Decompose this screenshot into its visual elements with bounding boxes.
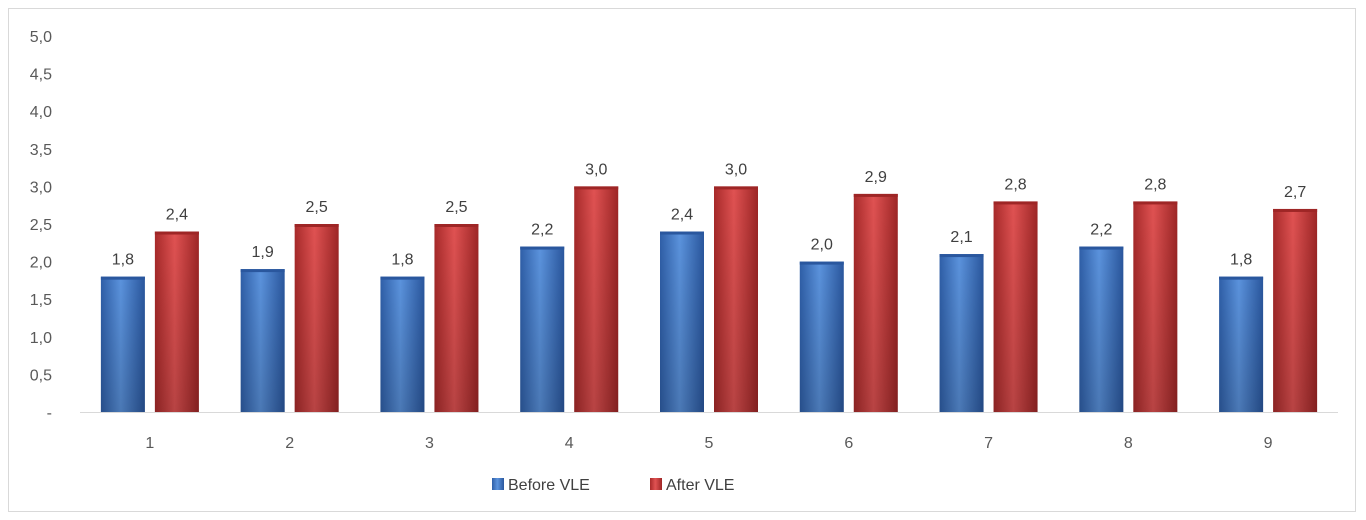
bar-shade (574, 186, 619, 412)
bar-shade (1133, 201, 1178, 412)
data-label: 1,8 (391, 252, 413, 269)
legend-label: After VLE (666, 477, 734, 494)
bar-shade (799, 261, 844, 412)
x-axis-labels: 1 2 3 4 5 6 7 8 9 (145, 435, 1272, 452)
data-label: 2,2 (1090, 222, 1112, 239)
y-tick-label: 5,0 (30, 29, 52, 46)
data-label: 2,8 (1004, 176, 1026, 193)
bar-top-edge (434, 224, 479, 227)
bar-top-edge (240, 269, 285, 273)
data-label: 2,1 (950, 229, 972, 246)
bar-top-edge (993, 201, 1038, 205)
bar-shade (993, 201, 1038, 412)
data-label: 2,5 (306, 199, 328, 216)
data-label: 2,4 (671, 207, 693, 224)
bar-top-edge (1273, 208, 1318, 212)
bar-shade (294, 224, 339, 412)
bar-shade (100, 276, 145, 412)
data-label: 2,2 (531, 222, 553, 239)
legend-swatch-before-vle (492, 478, 504, 490)
data-label: 2,4 (166, 207, 188, 224)
x-tick-label: 9 (1264, 435, 1273, 452)
data-label: 2,7 (1284, 184, 1306, 201)
bar-shade (1079, 246, 1124, 412)
y-tick-label: - (47, 405, 52, 422)
bar-shade (714, 186, 758, 412)
x-tick-label: 1 (145, 435, 154, 452)
legend: Before VLE After VLE (492, 477, 734, 494)
legend-label: Before VLE (508, 477, 590, 494)
data-label: 2,8 (1144, 176, 1166, 193)
bar-shade (1273, 208, 1318, 412)
y-tick-label: 1,0 (30, 330, 52, 347)
x-tick-label: 4 (565, 435, 574, 452)
y-tick-label: 2,0 (30, 255, 52, 272)
y-tick-label: 3,5 (30, 142, 52, 159)
bar-shade (154, 231, 199, 412)
x-tick-label: 3 (425, 435, 434, 452)
data-label: 2,9 (865, 169, 887, 186)
bar-top-edge (294, 224, 339, 227)
data-label: 2,0 (811, 237, 833, 254)
bar-shade (1219, 276, 1264, 412)
data-label: 1,9 (252, 244, 274, 261)
x-tick-label: 8 (1124, 435, 1133, 452)
data-label: 3,0 (725, 161, 747, 178)
x-tick-label: 5 (705, 435, 714, 452)
x-tick-label: 7 (984, 435, 993, 452)
bar-top-edge (799, 261, 844, 265)
y-tick-label: 3,0 (30, 179, 52, 196)
y-tick-label: 1,5 (30, 292, 52, 309)
y-axis-labels: - 0,5 1,0 1,5 2,0 2,5 3,0 3,5 4,0 4,5 5,0 (30, 29, 52, 422)
bar-top-edge (660, 231, 704, 235)
bar-shade (520, 246, 565, 412)
legend-swatch-after-vle (650, 478, 662, 490)
data-label: 1,8 (112, 252, 134, 269)
bar-top-edge (939, 254, 984, 258)
y-tick-label: 2,5 (30, 217, 52, 234)
data-label: 2,5 (445, 199, 467, 216)
x-tick-label: 6 (844, 435, 853, 452)
bar-shade (939, 254, 984, 412)
bar-shade (434, 224, 479, 412)
bar-top-edge (380, 276, 425, 280)
bar-top-edge (1219, 276, 1264, 280)
bar-shade (853, 193, 898, 412)
bar-top-edge (100, 276, 145, 280)
bar-top-edge (853, 193, 898, 197)
bar-top-edge (154, 231, 199, 235)
bar-top-edge (574, 186, 619, 190)
data-labels: 1,8 2,4 1,9 2,5 1,8 2,5 2,2 3,0 2,4 3,0 2,0 2,9 2,1 2… (112, 161, 1307, 268)
y-tick-label: 4,0 (30, 104, 52, 121)
data-label: 1,8 (1230, 252, 1252, 269)
bars (100, 186, 1318, 412)
bar-shade (660, 231, 704, 412)
bar-top-edge (520, 246, 565, 250)
bar-top-edge (1079, 246, 1124, 250)
y-tick-label: 0,5 (30, 367, 52, 384)
bar-shade (380, 276, 425, 412)
bar-top-edge (714, 186, 758, 190)
y-tick-label: 4,5 (30, 67, 52, 84)
bar-top-edge (1133, 201, 1178, 205)
data-label: 3,0 (585, 161, 607, 178)
x-tick-label: 2 (285, 435, 294, 452)
bar-shade (240, 269, 285, 412)
